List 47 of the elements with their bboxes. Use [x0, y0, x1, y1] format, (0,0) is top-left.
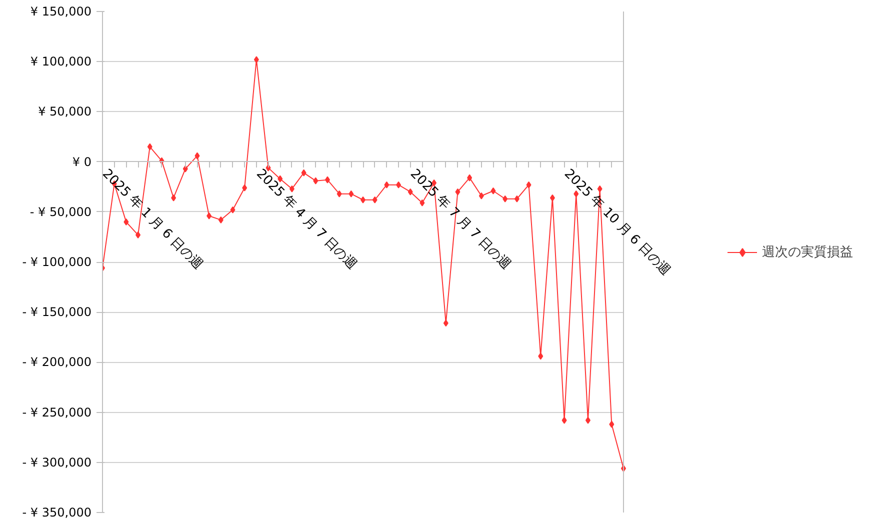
- y-tick-label: - ¥ 100,000: [22, 255, 92, 269]
- point: [538, 352, 544, 360]
- point: [230, 206, 236, 214]
- y-tick-label: - ¥ 300,000: [22, 455, 92, 470]
- point: [242, 184, 248, 192]
- point: [147, 143, 152, 150]
- y-tick-label: - ¥ 250,000: [22, 405, 92, 420]
- point: [218, 216, 224, 224]
- point: [336, 190, 342, 198]
- point: [384, 181, 390, 188]
- point: [313, 177, 318, 184]
- point: [443, 320, 448, 327]
- point: [467, 174, 472, 182]
- point: [194, 152, 200, 160]
- point: [502, 195, 508, 202]
- point: [597, 185, 602, 192]
- point: [396, 181, 402, 188]
- point: [348, 190, 354, 198]
- y-tick-label: ¥ 50,000: [38, 104, 92, 119]
- point: [182, 165, 188, 172]
- y-tick-label: ¥ 100,000: [30, 54, 92, 69]
- point: [254, 56, 259, 64]
- point: [455, 188, 460, 196]
- point: [289, 185, 294, 192]
- point: [609, 420, 614, 428]
- point: [526, 181, 532, 188]
- y-tick-label: - ¥ 350,000: [22, 506, 92, 520]
- legend-label: 週次の実質損益: [762, 244, 853, 261]
- point: [562, 416, 567, 424]
- point: [585, 416, 590, 424]
- point: [324, 176, 330, 184]
- point: [490, 187, 496, 194]
- point: [171, 194, 176, 202]
- y-tick-label: ¥ 150,000: [30, 4, 92, 18]
- point: [206, 212, 212, 220]
- y-tick-label: - ¥ 50,000: [30, 204, 92, 219]
- y-tick-label: - ¥ 200,000: [22, 355, 92, 370]
- point: [478, 192, 484, 200]
- point: [136, 231, 141, 238]
- point: [550, 194, 555, 202]
- point: [372, 196, 378, 204]
- point: [514, 195, 520, 202]
- point: [301, 169, 306, 176]
- y-tick-label: ¥ 0: [72, 154, 92, 169]
- y-tick-label: - ¥ 150,000: [22, 305, 92, 320]
- point: [124, 218, 129, 226]
- point: [420, 199, 425, 206]
